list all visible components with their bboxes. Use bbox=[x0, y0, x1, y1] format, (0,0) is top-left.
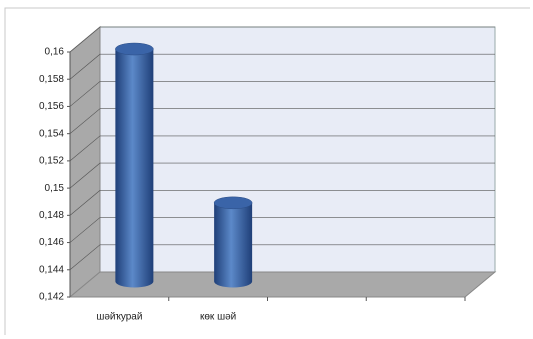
chart-frame bbox=[4, 7, 530, 335]
grid-line bbox=[69, 108, 495, 134]
grid-line bbox=[69, 190, 495, 216]
y-tick-label: 0,142 bbox=[39, 292, 64, 303]
y-tick-label: 0,156 bbox=[39, 101, 64, 112]
side-wall bbox=[69, 25, 101, 299]
cylinder-top bbox=[115, 42, 154, 56]
y-tick-label: 0,148 bbox=[39, 210, 64, 221]
x-tick-label: көк шәй bbox=[200, 312, 236, 323]
grid-line bbox=[69, 244, 495, 271]
y-tick-label: 0,146 bbox=[39, 237, 64, 248]
cylinder-body bbox=[214, 202, 253, 288]
cylinder-top bbox=[213, 196, 253, 210]
grid-line bbox=[69, 135, 495, 162]
x-tick-label: шәйҡурай bbox=[96, 312, 142, 323]
grid-line bbox=[69, 81, 495, 107]
y-tick-label: 0,144 bbox=[39, 264, 64, 275]
y-tick-label: 0,158 bbox=[39, 74, 64, 85]
grid-line bbox=[69, 217, 495, 243]
y-tick-label: 0,154 bbox=[39, 128, 64, 139]
floor bbox=[68, 271, 497, 298]
grid-line bbox=[69, 162, 495, 189]
y-tick-label: 0,16 bbox=[45, 47, 65, 58]
grid-line bbox=[69, 26, 495, 53]
grid-line bbox=[69, 53, 495, 80]
cylinder-body bbox=[115, 49, 154, 288]
y-tick-label: 0,15 bbox=[45, 183, 65, 194]
y-tick-label: 0,152 bbox=[39, 156, 64, 167]
back-wall bbox=[99, 26, 496, 273]
